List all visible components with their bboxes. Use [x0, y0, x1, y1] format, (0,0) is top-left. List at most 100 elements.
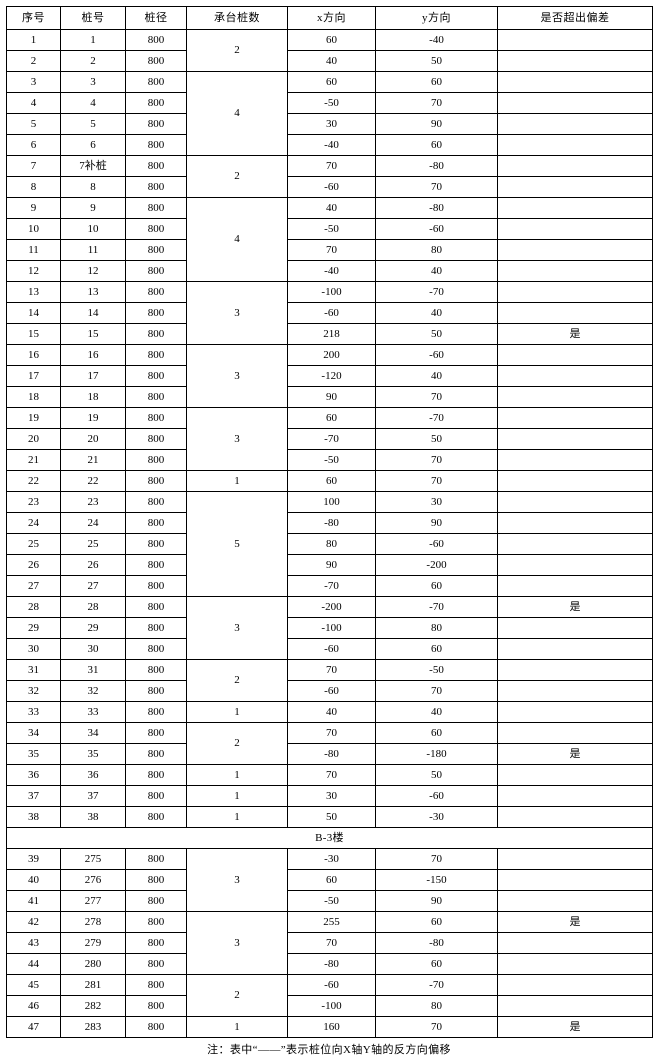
cell-y: -150: [375, 869, 498, 891]
cell-seq: 4: [6, 92, 61, 114]
cell-seq: 3: [6, 71, 61, 93]
cell-over-yes: 是: [497, 743, 653, 765]
cell-pileno: 38: [60, 806, 126, 828]
cell-count: 3: [186, 407, 288, 471]
cell-dia: 800: [125, 722, 187, 744]
cell-dia: 800: [125, 785, 187, 807]
cell-x: 218: [287, 323, 376, 345]
table-row: 45 281 800 2 -60 -70: [6, 974, 653, 1017]
cell-over: [497, 680, 653, 702]
cell-x: 40: [287, 701, 376, 723]
table-row: 46 282 800 -100 80: [6, 995, 653, 1017]
cell-dia: 800: [125, 1016, 187, 1038]
cell-pileno: 33: [60, 701, 126, 723]
cell-y: 60: [375, 71, 498, 93]
cell-pileno: 26: [60, 554, 126, 576]
cell-seq: 31: [6, 659, 61, 681]
cell-count: 1: [186, 785, 288, 807]
cell-seq: 11: [6, 239, 61, 261]
cell-y: 80: [375, 995, 498, 1017]
cell-pileno: 12: [60, 260, 126, 282]
table-row: 30 30 800 -60 60: [6, 638, 653, 660]
cell-pileno: 280: [60, 953, 126, 975]
cell-seq: 24: [6, 512, 61, 534]
cell-x: 60: [287, 407, 376, 429]
cell-pileno: 6: [60, 134, 126, 156]
cell-seq: 7: [6, 155, 61, 177]
cell-count: 4: [186, 71, 288, 156]
table-row: 12 12 800 -40 40: [6, 260, 653, 282]
cell-x: 30: [287, 113, 376, 135]
table-row: 23 23 800 5 100 30: [6, 491, 653, 597]
table-row: 26 26 800 90 -200: [6, 554, 653, 576]
table-row: 24 24 800 -80 90: [6, 512, 653, 534]
cell-over-yes: 是: [497, 323, 653, 345]
cell-x: -60: [287, 638, 376, 660]
cell-y: 60: [375, 134, 498, 156]
table-row: 42 278 800 3 255 60 是: [6, 911, 653, 975]
table-row: 32 32 800 -60 70: [6, 680, 653, 702]
cell-pileno: 17: [60, 365, 126, 387]
cell-pileno: 15: [60, 323, 126, 345]
cell-pileno: 9: [60, 197, 126, 219]
cell-over: [497, 260, 653, 282]
cell-dia: 800: [125, 680, 187, 702]
cell-dia: 800: [125, 155, 187, 177]
cell-y: 50: [375, 50, 498, 72]
cell-y: -200: [375, 554, 498, 576]
table-row: 5 5 800 30 90: [6, 113, 653, 135]
cell-dia: 800: [125, 533, 187, 555]
table-row: 22 22 800 1 60 70: [6, 470, 653, 492]
table-row: 34 34 800 2 70 60: [6, 722, 653, 765]
column-header-y: y方向: [375, 6, 498, 30]
cell-over: [497, 932, 653, 954]
table-row: 43 279 800 70 -80: [6, 932, 653, 954]
cell-dia: 800: [125, 407, 187, 429]
table-row: 8 8 800 -60 70: [6, 176, 653, 198]
cell-y: 30: [375, 491, 498, 513]
cell-y: -70: [375, 596, 498, 618]
cell-x: -70: [287, 575, 376, 597]
cell-count: 1: [186, 470, 288, 492]
cell-x: 70: [287, 932, 376, 954]
table-row: 35 35 800 -80 -180 是: [6, 743, 653, 765]
cell-x: 60: [287, 869, 376, 891]
cell-pileno: 16: [60, 344, 126, 366]
cell-seq: 47: [6, 1016, 61, 1038]
cell-count: 1: [186, 806, 288, 828]
cell-over: [497, 470, 653, 492]
cell-over: [497, 869, 653, 891]
cell-pileno: 283: [60, 1016, 126, 1038]
cell-over: [497, 575, 653, 597]
cell-over: [497, 554, 653, 576]
cell-dia: 800: [125, 512, 187, 534]
cell-x: -50: [287, 92, 376, 114]
cell-x: -50: [287, 218, 376, 240]
table-row: 31 31 800 2 70 -50: [6, 659, 653, 702]
cell-pileno: 279: [60, 932, 126, 954]
cell-y: 70: [375, 386, 498, 408]
table-row: 14 14 800 -60 40: [6, 302, 653, 324]
cell-y: -60: [375, 344, 498, 366]
cell-x: 70: [287, 155, 376, 177]
cell-dia: 800: [125, 848, 187, 870]
cell-x: -200: [287, 596, 376, 618]
cell-pileno: 275: [60, 848, 126, 870]
cell-y: 80: [375, 239, 498, 261]
cell-seq: 21: [6, 449, 61, 471]
cell-dia: 800: [125, 428, 187, 450]
cell-dia: 800: [125, 71, 187, 93]
table-row: 40 276 800 60 -150: [6, 869, 653, 891]
cell-count: 2: [186, 974, 288, 1017]
table-row: 11 11 800 70 80: [6, 239, 653, 261]
cell-x: 70: [287, 239, 376, 261]
cell-pileno: 281: [60, 974, 126, 996]
cell-x: -50: [287, 890, 376, 912]
cell-x: 80: [287, 533, 376, 555]
cell-y: 60: [375, 722, 498, 744]
section-label: B-3楼: [6, 827, 653, 849]
cell-seq: 28: [6, 596, 61, 618]
cell-x: 100: [287, 491, 376, 513]
table-row: 18 18 800 90 70: [6, 386, 653, 408]
cell-seq: 37: [6, 785, 61, 807]
